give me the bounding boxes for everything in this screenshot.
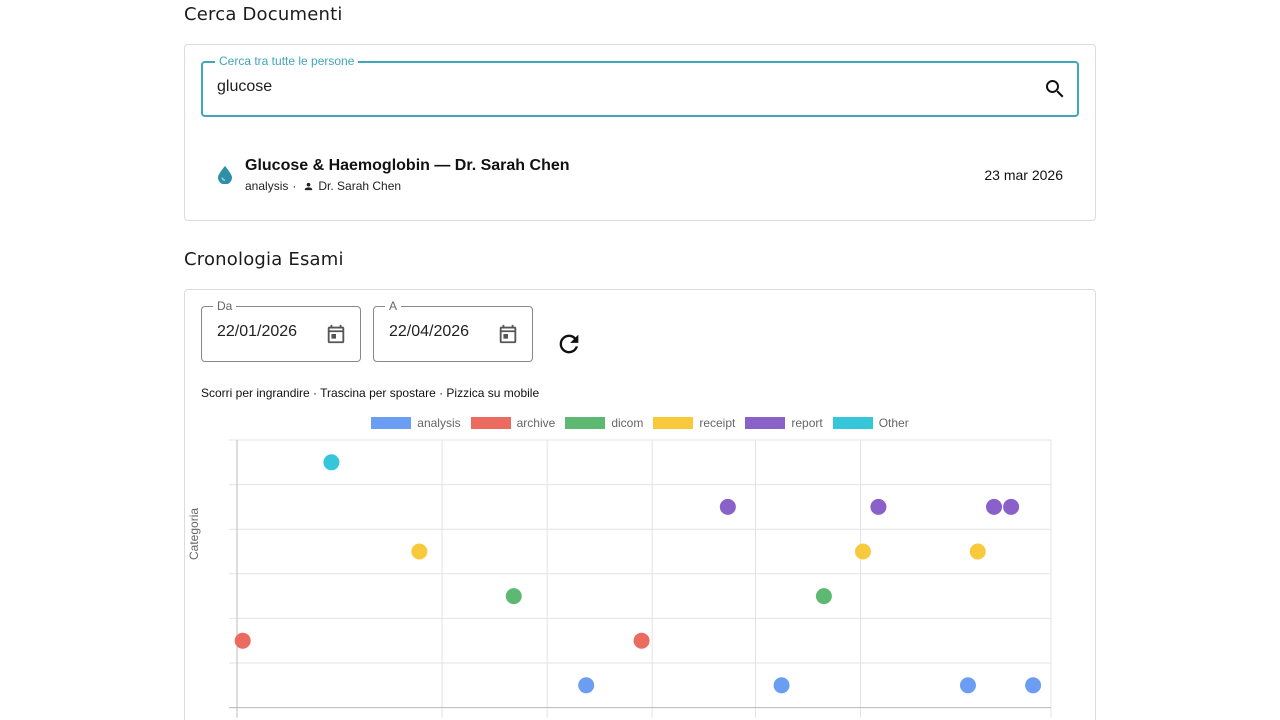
legend-item-report[interactable]: report <box>745 416 823 430</box>
legend-item-analysis[interactable]: analysis <box>371 416 461 430</box>
search-icon[interactable] <box>1043 77 1067 101</box>
search-query-value[interactable]: glucose <box>217 78 273 95</box>
water-drop-icon <box>218 166 232 184</box>
calendar-icon[interactable] <box>497 323 519 345</box>
data-point-receipt[interactable] <box>969 543 986 560</box>
date-to-label: A <box>385 299 402 313</box>
legend-swatch <box>653 417 694 429</box>
legend-label: analysis <box>417 416 461 430</box>
legend-item-archive[interactable]: archive <box>470 416 556 430</box>
result-doctor: Dr. Sarah Chen <box>318 179 402 193</box>
chart-legend: analysis archive dicom receipt report Other <box>185 416 1095 430</box>
search-field-label: Cerca tra tutte le persone <box>215 54 359 68</box>
scatter-chart[interactable] <box>185 290 1095 720</box>
data-point-analysis[interactable] <box>1025 677 1042 694</box>
data-point-analysis[interactable] <box>959 677 976 694</box>
result-title[interactable]: Glucose & Haemoglobin — Dr. Sarah Chen <box>245 157 570 174</box>
legend-label: Other <box>878 416 909 430</box>
timeline-section-title: Cronologia Esami <box>184 249 344 270</box>
timeline-card: Da 22/01/2026 A 22/04/2026 Scorri per in… <box>184 289 1096 720</box>
result-meta: analysis · Dr. Sarah Chen <box>245 179 401 193</box>
data-point-report[interactable] <box>870 498 887 515</box>
legend-swatch <box>470 417 511 429</box>
result-category: analysis <box>245 179 289 193</box>
chart-hint: Scorri per ingrandire · Trascina per spo… <box>201 386 540 400</box>
data-point-other[interactable] <box>323 454 340 471</box>
calendar-icon[interactable] <box>325 323 347 345</box>
legend-swatch <box>565 417 606 429</box>
search-input[interactable]: Cerca tra tutte le persone glucose <box>201 54 1079 117</box>
data-point-report[interactable] <box>986 498 1003 515</box>
date-from-value[interactable]: 22/01/2026 <box>217 323 298 340</box>
search-section-title: Cerca Documenti <box>184 4 343 25</box>
data-point-analysis[interactable] <box>578 677 595 694</box>
date-to-field[interactable]: A 22/04/2026 <box>373 299 533 362</box>
legend-item-dicom[interactable]: dicom <box>565 416 643 430</box>
legend-swatch <box>832 417 873 429</box>
result-date: 23 mar 2026 <box>984 167 1063 183</box>
meta-separator: · <box>292 179 297 193</box>
legend-swatch <box>371 417 412 429</box>
data-point-report[interactable] <box>1003 498 1020 515</box>
legend-label: report <box>791 416 823 430</box>
person-icon <box>305 182 313 190</box>
date-to-value[interactable]: 22/04/2026 <box>389 323 470 340</box>
data-point-archive[interactable] <box>633 632 650 649</box>
legend-item-receipt[interactable]: receipt <box>653 416 735 430</box>
data-point-receipt[interactable] <box>854 543 871 560</box>
data-point-analysis[interactable] <box>773 677 790 694</box>
search-result-item[interactable]: Glucose & Haemoglobin — Dr. Sarah Chen a… <box>201 145 1079 201</box>
legend-item-other[interactable]: Other <box>832 416 909 430</box>
date-from-label: Da <box>213 299 237 313</box>
data-point-receipt[interactable] <box>411 543 428 560</box>
legend-label: dicom <box>611 416 644 430</box>
legend-label: archive <box>516 416 556 430</box>
date-from-field[interactable]: Da 22/01/2026 <box>201 299 361 362</box>
data-point-dicom[interactable] <box>505 588 522 605</box>
legend-swatch <box>745 417 786 429</box>
legend-label: receipt <box>699 416 736 430</box>
data-point-dicom[interactable] <box>815 588 832 605</box>
data-point-report[interactable] <box>719 498 736 515</box>
data-point-archive[interactable] <box>234 632 251 649</box>
search-card: Cerca tra tutte le persone glucose Gluco… <box>184 44 1096 221</box>
